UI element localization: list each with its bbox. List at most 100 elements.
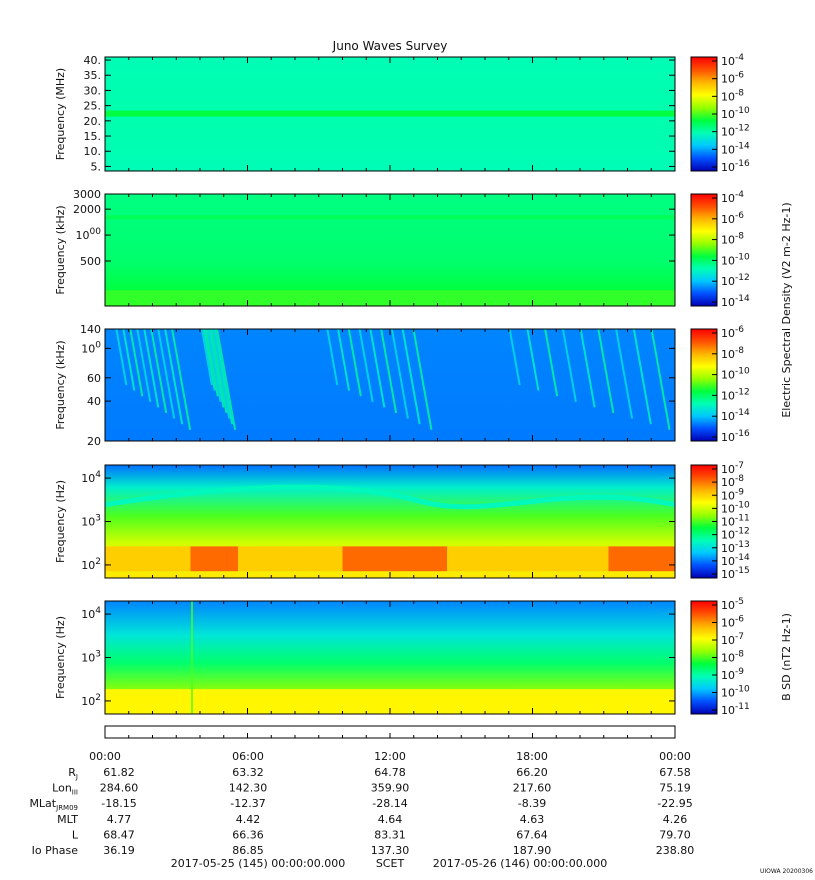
colorbar-tick-label: 10-8 [721, 88, 744, 103]
emission-column [589, 546, 600, 572]
colorbar-tick-label: 10-7 [721, 632, 744, 647]
ephemeris-value: 75.19 [659, 782, 691, 795]
colorbar-tick-label: 10-12 [721, 273, 750, 288]
radio-burst [157, 328, 176, 419]
emission-column [276, 546, 286, 572]
ephemeris-value: 79.70 [659, 828, 691, 841]
y-tick-label: 40 [87, 395, 101, 408]
emission-column [361, 546, 372, 572]
emission-column [228, 546, 239, 572]
emission-column [181, 546, 191, 572]
radio-burst [200, 328, 213, 386]
chart-title: Juno Waves Survey [332, 39, 448, 53]
time-tick-label: 00:00 [659, 750, 691, 763]
colorbar-lf: 10-6 10-8 10-10 10-12 10-14 10-16 [690, 325, 750, 444]
emission-column [561, 546, 571, 572]
colorbar-tick-label: 10-9 [721, 487, 744, 502]
radio-burst [369, 328, 386, 408]
radio-burst [401, 328, 421, 425]
colorbar-tick-label: 10-11 [721, 514, 750, 529]
colorbar-gradient [690, 193, 718, 307]
y-tick-label: 25. [84, 100, 102, 113]
emission-column [323, 546, 334, 572]
panel-e-vlf: 104 103 102 Frequency (Hz) 10-710-810-910-10… [54, 461, 750, 581]
radio-burst [122, 328, 136, 391]
radio-burst [561, 328, 577, 402]
emission-column [466, 546, 476, 572]
emission-column [342, 546, 353, 572]
time-tick-label: 00:00 [89, 750, 121, 763]
ephemeris-value: 66.36 [232, 828, 264, 841]
ephemeris-value: 137.30 [371, 844, 410, 857]
emission-column [209, 546, 220, 572]
ephemeris-value: 187.90 [513, 844, 552, 857]
colorbar-tick-label: 10-10 [721, 106, 750, 121]
ephemeris-value: 359.90 [371, 782, 410, 795]
colorbar-hf: 10-4 10-6 10-8 10-10 10-12 10-14 [690, 190, 750, 309]
ephemeris-value: 83.31 [374, 828, 406, 841]
colorbar-tick-label: 10-5 [721, 597, 744, 612]
band-1700khz [105, 215, 675, 220]
radio-burst [136, 328, 152, 402]
time-frame: SCET [376, 857, 405, 870]
emission-column [143, 546, 153, 572]
ephemeris-value: 142.30 [229, 782, 268, 795]
emission-column [409, 546, 419, 572]
y-axis-label: Frequency (MHz) [54, 68, 67, 160]
emission-column [314, 546, 324, 572]
time-tick-label: 18:00 [516, 750, 548, 763]
y-tick-label: 15. [84, 130, 102, 143]
ephemeris-value: 86.85 [232, 844, 264, 857]
emission-column [333, 546, 343, 572]
radio-burst [650, 328, 671, 430]
colorbar-b-vlf: 10-5 10-6 10-7 10-8 10-9 10-10 10-11 [690, 597, 750, 717]
emission-column [247, 546, 258, 572]
colorbar-hfwbr: 10-4 10-6 10-8 10-10 10-12 10-14 10-16 [690, 53, 750, 174]
ephemeris-value: 67.58 [659, 766, 691, 779]
y-tick-label: 40. [84, 54, 102, 67]
ephemeris-label: L [72, 828, 79, 841]
radio-burst [337, 328, 351, 391]
colorbar-tick-label: 10-12 [721, 527, 750, 542]
colorbar-label: B SD (nT2 Hz-1) [780, 613, 793, 701]
panels: 40. 35. 30. 25. 20. 15. 10. 5. Frequency (MHz) 10… [54, 53, 793, 717]
colorbar-tick-label: 10-12 [721, 387, 750, 402]
ephemeris-value: 284.60 [100, 782, 139, 795]
y-tick-label: 30. [84, 84, 102, 97]
colorbar-tick-label: 10-7 [721, 461, 744, 476]
colorbar-label: Electric Spectral Density (V2 m-2 Hz-1) [780, 202, 793, 417]
colorbar-tick-label: 10-16 [721, 159, 750, 174]
ephemeris-value: 63.32 [232, 766, 264, 779]
y-tick-label: 104 [81, 470, 101, 485]
colorbar-tick-label: 10-6 [721, 325, 744, 340]
emission-column [152, 546, 163, 572]
y-tick-label: 102 [81, 693, 101, 708]
emission-column [114, 546, 125, 572]
y-tick-label: 103 [81, 514, 101, 529]
emission-column [238, 546, 248, 572]
colorbar-tick-label: 10-8 [721, 346, 744, 361]
emission-column [570, 546, 581, 572]
radio-burst [326, 328, 339, 386]
emission-column [637, 546, 647, 572]
colorbar-tick-label: 10-14 [721, 141, 750, 156]
ephemeris-value: -28.14 [372, 797, 407, 810]
colorbar-tick-label: 10-4 [721, 190, 744, 205]
ephemeris-value: -18.15 [101, 797, 136, 810]
ephemeris-label: MLT [57, 813, 78, 826]
y-tick-label: 60 [87, 372, 101, 385]
emission-column [371, 546, 381, 572]
band-20mhz [105, 110, 675, 117]
colorbar-tick-label: 10-14 [721, 294, 750, 309]
emission-column [352, 546, 362, 572]
time-tick-label: 12:00 [374, 750, 406, 763]
y-tick-label: 10. [84, 145, 102, 158]
emission-column [523, 546, 533, 572]
emission-column [599, 546, 609, 572]
emission-column [105, 546, 115, 572]
y-axis-label: Frequency (kHz) [54, 205, 67, 294]
ephemeris-value: -12.37 [230, 797, 265, 810]
